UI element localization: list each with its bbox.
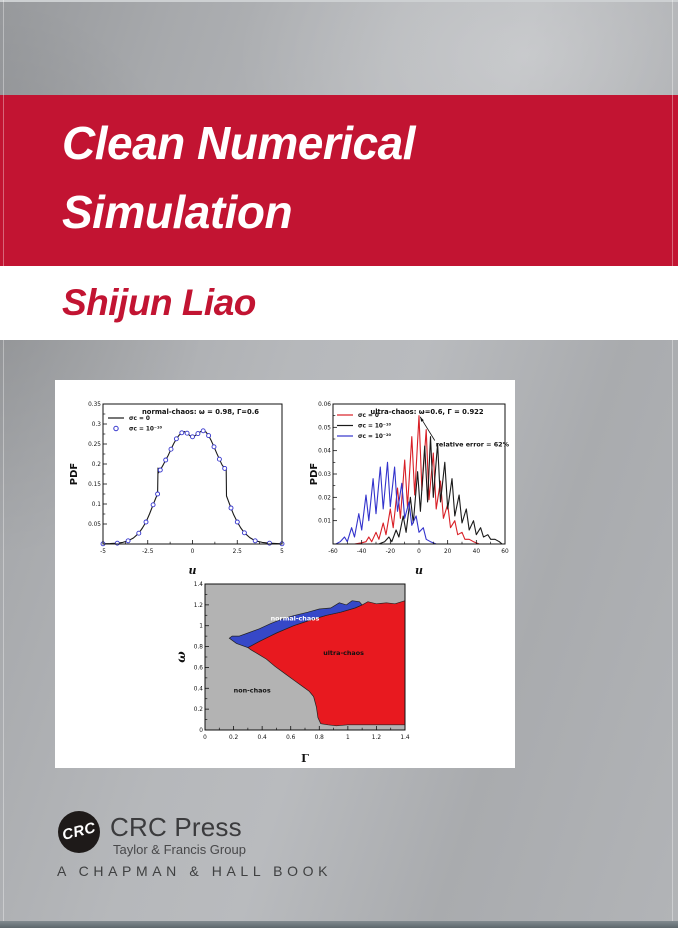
svg-text:0: 0 — [203, 735, 207, 741]
svg-text:0.3: 0.3 — [92, 422, 102, 428]
right-bevel-line — [672, 0, 673, 921]
svg-text:0.2: 0.2 — [229, 735, 239, 741]
svg-text:PDF: PDF — [69, 463, 80, 485]
svg-text:0.8: 0.8 — [194, 645, 204, 651]
svg-text:0.6: 0.6 — [194, 665, 204, 671]
svg-text:20: 20 — [444, 549, 452, 555]
svg-text:1: 1 — [199, 624, 203, 630]
svg-text:u: u — [415, 564, 423, 577]
svg-text:ultra-chaos: ultra-chaos — [323, 649, 364, 657]
svg-text:0: 0 — [191, 549, 195, 555]
svg-text:-20: -20 — [386, 549, 396, 555]
svg-text:0.05: 0.05 — [318, 425, 331, 431]
svg-text:σc = 10⁻¹⁰: σc = 10⁻¹⁰ — [129, 426, 163, 433]
crc-logo-text: CRC — [60, 819, 98, 844]
svg-text:σc = 0: σc = 0 — [129, 416, 150, 422]
publisher-name: CRC Press — [110, 812, 242, 842]
svg-text:-40: -40 — [357, 549, 367, 555]
svg-text:0.1: 0.1 — [92, 502, 102, 508]
chaos-phase-diagram: 0 0.2 0.4 0.6 0.8 1 1.2 1.4 0 0.2 0.4 0.6 0.8 1 1.2 1.4… — [175, 582, 410, 765]
svg-text:σc = 0: σc = 0 — [358, 413, 379, 419]
svg-text:u: u — [189, 564, 197, 577]
svg-text:0.6: 0.6 — [286, 735, 296, 741]
svg-text:Γ: Γ — [301, 752, 309, 765]
publisher-group: Taylor & Francis Group — [113, 842, 246, 857]
author-name: Shijun Liao — [62, 282, 256, 323]
normal-chaos-pdf-chart: -5 -2.5 0 2.5 5 0.05 0.1 0.15 0.2 0.25 0.3 0.35 norm… — [69, 402, 285, 577]
svg-text:0.35: 0.35 — [88, 402, 101, 408]
svg-text:0: 0 — [417, 549, 421, 555]
svg-text:40: 40 — [473, 549, 481, 555]
svg-text:0.06: 0.06 — [318, 402, 331, 408]
svg-text:normal-chaos: normal-chaos — [271, 615, 320, 623]
svg-text:relative error = 62%: relative error = 62% — [436, 441, 510, 449]
title-banner: Clean Numerical Simulation — [0, 95, 678, 266]
svg-text:0.4: 0.4 — [194, 686, 204, 692]
svg-text:ultra-chaos: ω=0.6, Γ = 0.922: ultra-chaos: ω=0.6, Γ = 0.922 — [370, 408, 484, 416]
book-title: Clean Numerical Simulation — [0, 95, 678, 247]
imprint-line: A CHAPMAN & HALL BOOK — [57, 863, 333, 879]
svg-text:normal-chaos: ω = 0.98, Γ=0.6: normal-chaos: ω = 0.98, Γ=0.6 — [142, 408, 259, 416]
svg-text:non-chaos: non-chaos — [234, 686, 271, 694]
svg-text:0.02: 0.02 — [318, 495, 331, 501]
svg-text:0.2: 0.2 — [194, 707, 204, 713]
svg-text:-5: -5 — [100, 549, 106, 555]
svg-text:PDF: PDF — [309, 463, 320, 485]
svg-text:1.2: 1.2 — [372, 735, 382, 741]
svg-text:0.8: 0.8 — [315, 735, 325, 741]
ultra-chaos-pdf-chart: -60 -40 -20 0 20 40 60 0.01 0.02 0.03 0.04 0.05 0.06… — [309, 402, 510, 577]
svg-text:2.5: 2.5 — [233, 549, 243, 555]
svg-text:1.4: 1.4 — [400, 735, 410, 741]
svg-text:1.4: 1.4 — [194, 582, 204, 588]
left-bevel-line — [3, 0, 4, 921]
svg-text:σc = 10⁻²⁰: σc = 10⁻²⁰ — [358, 433, 392, 440]
svg-text:1: 1 — [346, 735, 350, 741]
svg-text:-60: -60 — [328, 549, 338, 555]
svg-text:60: 60 — [501, 549, 509, 555]
svg-text:5: 5 — [280, 549, 284, 555]
author-band: Shijun Liao — [0, 266, 678, 340]
svg-text:1.2: 1.2 — [194, 603, 204, 609]
book-title-line2: Simulation — [62, 186, 293, 238]
svg-text:0.01: 0.01 — [318, 519, 331, 525]
svg-text:0.15: 0.15 — [88, 482, 101, 488]
bottom-edge-strip — [0, 921, 678, 928]
svg-text:0.25: 0.25 — [88, 442, 101, 448]
book-title-line1: Clean Numerical — [62, 117, 415, 169]
publisher-block: CRC CRC Press Taylor & Francis Group A C… — [0, 805, 678, 885]
svg-text:σc = 10⁻¹⁰: σc = 10⁻¹⁰ — [358, 423, 392, 430]
svg-text:0: 0 — [199, 728, 203, 734]
bottom-bevel-line — [0, 0, 678, 2]
svg-text:0.2: 0.2 — [92, 462, 102, 468]
svg-text:0.4: 0.4 — [258, 735, 268, 741]
svg-text:0.03: 0.03 — [318, 472, 331, 478]
svg-text:0.04: 0.04 — [318, 449, 331, 455]
svg-text:ω: ω — [175, 651, 188, 663]
svg-text:0.05: 0.05 — [88, 522, 101, 528]
svg-text:-2.5: -2.5 — [142, 549, 154, 555]
figure-panel: -5 -2.5 0 2.5 5 0.05 0.1 0.15 0.2 0.25 0.3 0.35 norm… — [55, 380, 515, 768]
crc-press-logo: CRC — [58, 811, 100, 853]
